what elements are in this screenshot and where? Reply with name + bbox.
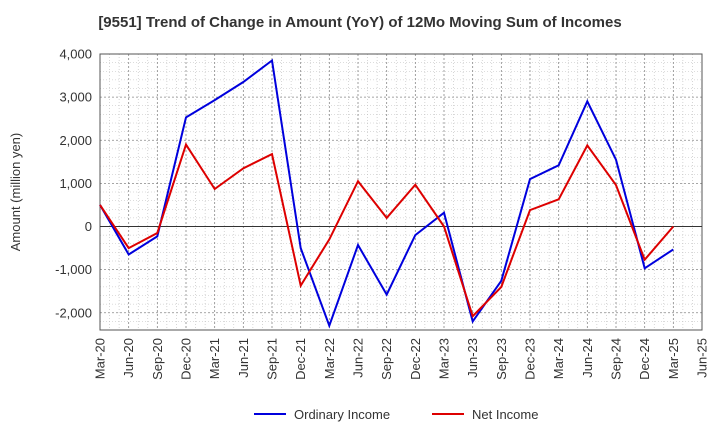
x-tick-label: Mar-24 [551, 338, 566, 379]
x-tick-label: Sep-21 [265, 338, 280, 380]
y-axis-label: Amount (million yen) [8, 133, 23, 252]
x-tick-label: Mar-22 [322, 338, 337, 379]
y-tick-label: 0 [85, 219, 92, 234]
x-tick-label: Jun-22 [351, 338, 366, 378]
x-tick-label: Dec-22 [408, 338, 423, 380]
x-tick-label: Sep-23 [494, 338, 509, 380]
y-tick-label: 2,000 [59, 133, 92, 148]
x-tick-label: Dec-21 [293, 338, 308, 380]
y-tick-label: 4,000 [59, 47, 92, 62]
x-tick-label: Dec-24 [637, 338, 652, 380]
x-tick-label: Mar-23 [437, 338, 452, 379]
x-tick-label: Dec-20 [179, 338, 194, 380]
x-tick-label: Sep-22 [379, 338, 394, 380]
y-tick-label: 3,000 [59, 90, 92, 105]
plot-border [99, 53, 703, 331]
x-tick-label: Mar-20 [93, 338, 108, 379]
legend-label-ordinary-income: Ordinary Income [294, 407, 390, 422]
x-tick-label: Mar-25 [666, 338, 681, 379]
y-tick-label: 1,000 [59, 176, 92, 191]
x-tick-labels: Mar-20 Jun-20 Sep-20 Dec-20 Mar-21 Jun-21 Sep-… [93, 338, 710, 380]
x-tick-label: Jun-24 [580, 338, 595, 378]
chart-title: [9551] Trend of Change in Amount (YoY) o… [98, 14, 622, 31]
x-tick-label: Dec-23 [523, 338, 538, 380]
x-tick-label: Jun-23 [465, 338, 480, 378]
x-tick-label: Mar-21 [207, 338, 222, 379]
legend-label-net-income: Net Income [472, 407, 538, 422]
series-lines [99, 58, 675, 329]
x-tick-label: Jun-21 [236, 338, 251, 378]
axes [99, 53, 703, 331]
x-tick-label: Sep-24 [609, 338, 624, 380]
y-tick-label: -2,000 [55, 305, 92, 320]
x-tick-label: Jun-25 [695, 338, 710, 378]
x-tick-label: Jun-20 [121, 338, 136, 378]
y-tick-label: -1,000 [55, 262, 92, 277]
x-tick-label: Sep-20 [150, 338, 165, 380]
y-tick-labels: 4,000 3,000 2,000 1,000 0 -1,000 -2,000 [55, 47, 92, 321]
legend: Ordinary Income Net Income [254, 407, 538, 422]
series-line-net-income [99, 142, 675, 319]
series-line-ordinary-income [99, 58, 674, 329]
